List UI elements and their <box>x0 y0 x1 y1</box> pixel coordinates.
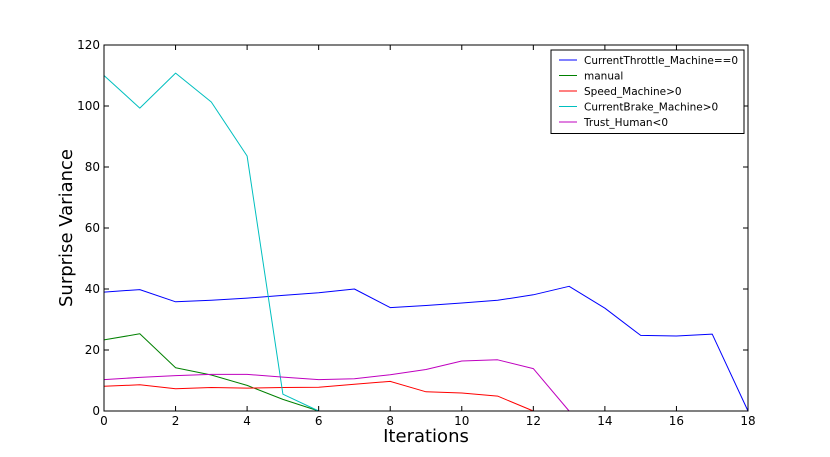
x-tick-label: 16 <box>669 414 684 428</box>
y-tick-label: 20 <box>85 343 100 357</box>
x-tick-label: 4 <box>243 414 251 428</box>
x-tick-label: 6 <box>315 414 323 428</box>
y-tick-label: 60 <box>85 221 100 235</box>
x-axis-title: Iterations <box>383 426 469 447</box>
x-tick-label: 14 <box>597 414 612 428</box>
y-tick-label: 40 <box>85 282 100 296</box>
y-tick-label: 100 <box>77 99 100 113</box>
legend-box <box>550 49 745 134</box>
x-tick-label: 0 <box>100 414 108 428</box>
series-line-3 <box>103 380 534 412</box>
series-layer <box>103 72 749 412</box>
x-tick-label: 8 <box>386 414 394 428</box>
series-line-2 <box>103 333 319 412</box>
legend-label: CurrentThrottle_Machine==0 <box>584 55 738 67</box>
y-tick-label: 0 <box>92 404 100 418</box>
legend-label: CurrentBrake_Machine>0 <box>584 102 718 114</box>
y-axis-title: Surprise Variance <box>56 149 77 307</box>
x-tick-label: 12 <box>526 414 541 428</box>
x-tick-label: 2 <box>172 414 180 428</box>
series-line-1 <box>103 285 749 412</box>
legend-label: manual <box>584 71 623 83</box>
y-tick-label: 120 <box>77 38 100 52</box>
x-tick-label: 18 <box>740 414 755 428</box>
x-tick-label: 10 <box>454 414 469 428</box>
legend-label: Speed_Machine>0 <box>584 86 682 98</box>
series-line-4 <box>103 72 319 412</box>
ticks-layer: 0 2 4 6 8 10 12 14 16 18 0 20 40 60 80 100 120 <box>77 38 756 428</box>
y-tick-label: 80 <box>85 160 100 174</box>
series-line-5 <box>103 359 570 412</box>
legend-label: Trust_Human<0 <box>583 117 668 129</box>
